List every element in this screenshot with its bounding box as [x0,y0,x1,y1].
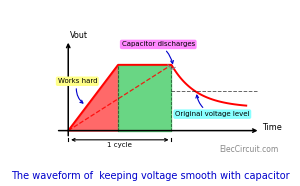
Text: The waveform of  keeping voltage smooth with capacitor: The waveform of keeping voltage smooth w… [11,171,289,181]
Text: Original voltage level: Original voltage level [175,95,250,117]
Text: Vout: Vout [70,31,88,40]
Text: ElecCircuit.com: ElecCircuit.com [219,145,279,154]
Text: Capacitor discharges: Capacitor discharges [122,41,195,63]
Text: Time: Time [262,123,282,132]
Text: Works hard: Works hard [58,78,97,103]
Text: 1 cycle: 1 cycle [107,142,132,148]
